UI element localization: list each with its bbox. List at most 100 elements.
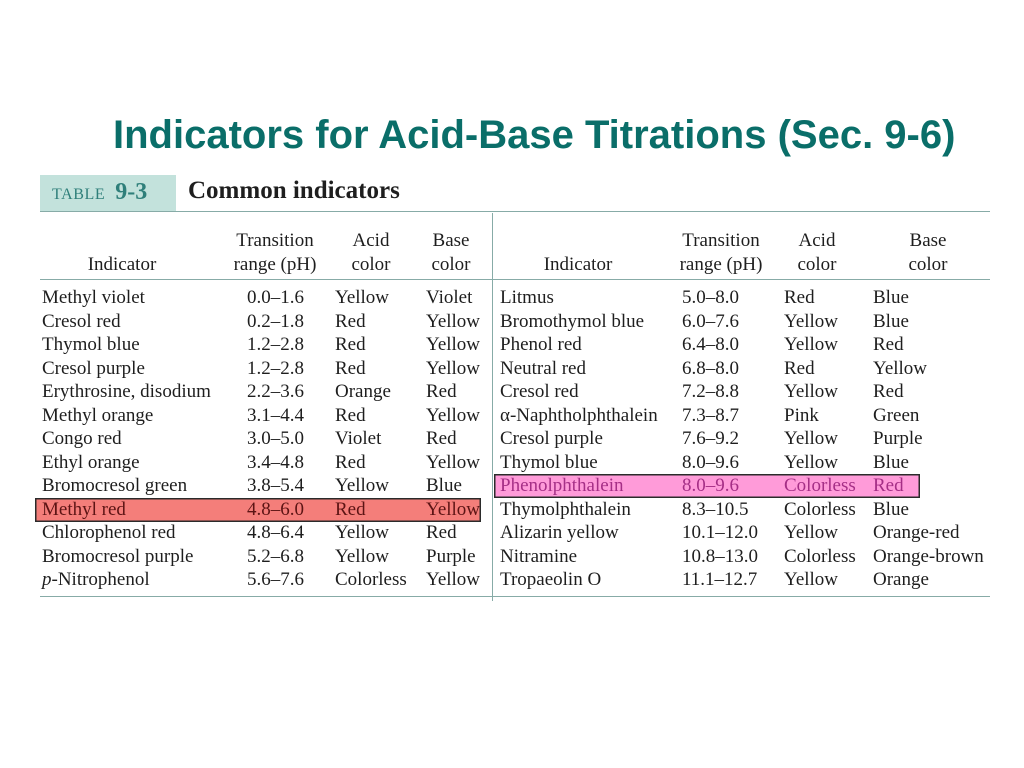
transition-range: 5.2–6.8: [247, 545, 304, 567]
table-bottom-rule: [40, 596, 990, 597]
header-line-1: Base: [909, 230, 947, 251]
acid-color: Colorless: [784, 475, 856, 496]
indicator-name: Thymolphthalein: [500, 498, 631, 520]
header-line-2: color: [431, 253, 471, 275]
indicator-name: Thymol blue: [500, 451, 598, 473]
table-top-rule: [40, 211, 990, 212]
indicator-name: Alizarin yellow: [500, 522, 619, 543]
indicator-name: Nitramine: [500, 545, 578, 567]
header-line-1: Acid: [798, 230, 836, 251]
transition-range: 6.4–8.0: [682, 334, 739, 355]
header-line-1: Base: [432, 230, 470, 251]
table-row: Tropaeolin O 11.1–12.7 Yellow Orange: [494, 568, 929, 592]
header-line-2: color: [908, 253, 948, 275]
transition-range: 4.8–6.0: [247, 498, 304, 520]
table-row: Bromocresol purple 5.2–6.8 Yellow Purple: [35, 545, 481, 569]
base-color: Yellow: [426, 357, 481, 379]
table-number: 9-3: [115, 179, 148, 205]
header-transition-range-left: Transition range (pH): [215, 229, 335, 276]
base-color: Blue: [873, 451, 909, 473]
indicator-name: Chlorophenol red: [42, 522, 176, 543]
base-color: Red: [873, 475, 904, 496]
table-row: Cresol red 7.2–8.8 Yellow Red: [494, 380, 920, 404]
indicator-name: Cresol red: [42, 310, 121, 332]
acid-color: Colorless: [784, 498, 856, 520]
acid-color: Yellow: [784, 428, 839, 449]
base-color: Yellow: [426, 310, 481, 332]
base-color: Red: [426, 428, 457, 449]
table-row: Litmus 5.0–8.0 Red Blue: [494, 286, 920, 310]
acid-color: Yellow: [335, 545, 390, 567]
table-row: Cresol red 0.2–1.8 Red Yellow: [35, 310, 481, 334]
header-line-1: Acid: [352, 230, 390, 251]
transition-range: 10.1–12.0: [682, 522, 758, 543]
table-row-highlighted: Phenolphthalein 8.0–9.6 Colorless Red: [494, 474, 920, 498]
acid-color: Yellow: [335, 522, 390, 543]
acid-color: Red: [335, 404, 366, 426]
indicator-name-italic-prefix: p: [42, 569, 52, 590]
acid-color: Colorless: [784, 545, 856, 567]
indicator-name: Methyl orange: [42, 404, 154, 426]
transition-range: 0.0–1.6: [247, 287, 304, 308]
table-row: Erythrosine, disodium 2.2–3.6 Orange Red: [35, 380, 481, 404]
base-color: Yellow: [426, 404, 481, 426]
base-color: Orange-brown: [873, 545, 984, 567]
base-color: Blue: [426, 475, 462, 496]
indicator-name: Cresol purple: [500, 428, 603, 449]
table-row: Ethyl orange 3.4–4.8 Red Yellow: [35, 451, 481, 475]
table-row: Neutral red 6.8–8.0 Red Yellow: [494, 357, 927, 381]
table-row: α-Naphtholphthalein 7.3–8.7 Pink Green: [494, 404, 920, 428]
acid-color: Red: [784, 287, 815, 308]
indicator-name: Bromocresol purple: [42, 545, 194, 567]
indicator-name: Neutral red: [500, 357, 586, 379]
acid-color: Red: [335, 357, 366, 379]
table-row: Nitramine 10.8–13.0 Colorless Orange-brown: [494, 545, 984, 569]
transition-range: 3.8–5.4: [247, 475, 304, 496]
indicator-name: Erythrosine, disodium: [42, 381, 211, 402]
transition-range: 0.2–1.8: [247, 310, 304, 332]
transition-range: 4.8–6.4: [247, 522, 304, 543]
header-line-2: range (pH): [679, 253, 763, 275]
table-row: Congo red 3.0–5.0 Violet Red: [35, 427, 481, 451]
acid-color: Yellow: [784, 381, 839, 402]
indicator-name: Bromothymol blue: [500, 310, 645, 332]
header-line-1: Transition: [682, 230, 760, 251]
transition-range: 3.0–5.0: [247, 428, 304, 449]
transition-range: 11.1–12.7: [682, 569, 758, 590]
indicator-name: Tropaeolin O: [500, 569, 602, 590]
transition-range: 10.8–13.0: [682, 545, 758, 567]
indicator-name: Litmus: [500, 287, 554, 308]
transition-range: 7.2–8.8: [682, 381, 739, 402]
acid-color: Violet: [335, 428, 382, 449]
acid-color: Red: [335, 451, 366, 473]
header-indicator-label: Indicator: [543, 253, 613, 275]
indicator-name: Cresol purple: [42, 357, 145, 379]
header-indicator-right: Indicator: [518, 253, 638, 277]
slide-title: Indicators for Acid-Base Titrations (Sec…: [113, 113, 956, 157]
acid-color: Orange: [335, 381, 391, 402]
base-color: Purple: [873, 428, 923, 449]
table-row: p-Nitrophenol 5.6–7.6 Colorless Yellow: [35, 568, 481, 592]
header-base-color-left: Base color: [391, 229, 511, 276]
acid-color: Yellow: [335, 475, 390, 496]
base-color: Orange-red: [873, 522, 960, 543]
acid-color: Colorless: [335, 569, 407, 590]
transition-range: 3.1–4.4: [247, 404, 304, 426]
table-row: Phenol red 6.4–8.0 Yellow Red: [494, 333, 920, 357]
base-color: Yellow: [426, 569, 481, 590]
transition-range: 7.6–9.2: [682, 428, 739, 449]
indicator-name: Thymol blue: [42, 334, 140, 355]
header-acid-color-right: Acid color: [757, 229, 877, 276]
indicator-name: Congo red: [42, 428, 122, 449]
transition-range: 8.3–10.5: [682, 498, 749, 520]
indicator-name: Phenol red: [500, 334, 582, 355]
indicator-name: α-Naphtholphthalein: [500, 404, 658, 426]
indicator-name: Ethyl orange: [42, 451, 140, 473]
base-color: Yellow: [426, 498, 481, 520]
base-color: Green: [873, 404, 920, 426]
acid-color: Red: [784, 357, 815, 379]
transition-range: 7.3–8.7: [682, 404, 739, 426]
indicator-name: Methyl violet: [42, 287, 145, 308]
table-row: Methyl orange 3.1–4.4 Red Yellow: [35, 404, 481, 428]
